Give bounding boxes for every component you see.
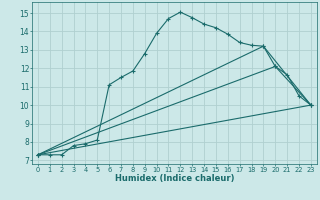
X-axis label: Humidex (Indice chaleur): Humidex (Indice chaleur) — [115, 174, 234, 183]
